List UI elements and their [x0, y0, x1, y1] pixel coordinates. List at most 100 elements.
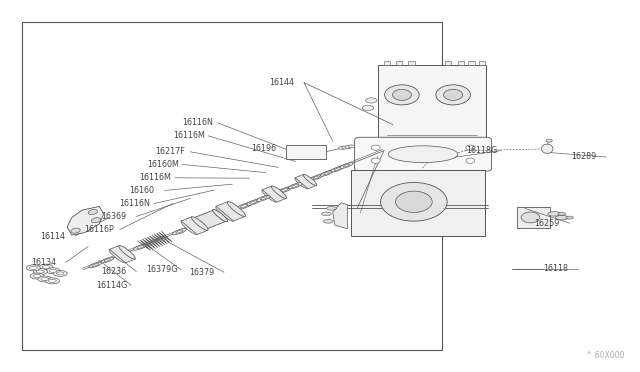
Ellipse shape	[33, 275, 41, 278]
FancyBboxPatch shape	[351, 170, 485, 236]
Text: 16116N: 16116N	[182, 118, 213, 127]
Ellipse shape	[29, 266, 37, 269]
Ellipse shape	[33, 269, 47, 275]
Ellipse shape	[331, 166, 344, 172]
Ellipse shape	[38, 276, 52, 282]
Bar	[458, 61, 464, 65]
Polygon shape	[109, 246, 135, 263]
Bar	[396, 61, 402, 65]
Text: 16379G: 16379G	[146, 265, 177, 274]
Ellipse shape	[212, 209, 228, 222]
Bar	[445, 61, 451, 65]
Ellipse shape	[30, 273, 44, 279]
Ellipse shape	[109, 249, 126, 263]
Ellipse shape	[262, 190, 277, 202]
Ellipse shape	[46, 268, 60, 274]
Ellipse shape	[26, 265, 40, 271]
Polygon shape	[216, 202, 245, 221]
Ellipse shape	[181, 221, 198, 235]
Ellipse shape	[548, 212, 561, 216]
Ellipse shape	[172, 228, 186, 235]
Text: 16236: 16236	[101, 267, 126, 276]
Bar	[286, 145, 326, 159]
Ellipse shape	[292, 184, 299, 187]
Ellipse shape	[260, 197, 268, 200]
Ellipse shape	[310, 174, 323, 180]
Polygon shape	[67, 206, 104, 235]
Ellipse shape	[104, 259, 111, 262]
Ellipse shape	[216, 206, 234, 221]
Ellipse shape	[92, 263, 99, 266]
Ellipse shape	[556, 215, 568, 220]
Ellipse shape	[281, 188, 288, 192]
Circle shape	[444, 89, 463, 100]
Ellipse shape	[41, 278, 49, 280]
Ellipse shape	[89, 262, 102, 268]
Ellipse shape	[334, 168, 340, 170]
Circle shape	[371, 145, 380, 150]
Circle shape	[466, 158, 475, 163]
Ellipse shape	[345, 145, 351, 148]
Ellipse shape	[237, 203, 252, 209]
Bar	[479, 61, 485, 65]
Circle shape	[466, 145, 475, 150]
Ellipse shape	[271, 186, 287, 198]
Polygon shape	[193, 210, 227, 230]
Text: 16379: 16379	[189, 268, 214, 277]
Text: 16116N: 16116N	[119, 199, 150, 208]
Circle shape	[396, 191, 432, 212]
Text: 16369: 16369	[101, 212, 126, 221]
Polygon shape	[333, 203, 348, 229]
Circle shape	[436, 85, 470, 105]
FancyBboxPatch shape	[378, 65, 486, 138]
Text: 16160M: 16160M	[147, 160, 179, 169]
Ellipse shape	[137, 246, 144, 248]
Ellipse shape	[49, 279, 56, 282]
Text: 16144: 16144	[269, 78, 294, 87]
FancyBboxPatch shape	[355, 137, 492, 171]
Text: 16116M: 16116M	[173, 131, 205, 140]
Ellipse shape	[118, 246, 136, 259]
Circle shape	[371, 158, 380, 163]
Ellipse shape	[558, 212, 566, 215]
Ellipse shape	[36, 270, 44, 273]
Ellipse shape	[541, 144, 553, 154]
Text: 16118G: 16118G	[466, 146, 497, 155]
Polygon shape	[262, 186, 286, 202]
Ellipse shape	[388, 146, 458, 163]
Ellipse shape	[566, 216, 573, 219]
Circle shape	[392, 89, 412, 100]
Polygon shape	[181, 217, 208, 234]
Ellipse shape	[257, 195, 271, 201]
FancyBboxPatch shape	[517, 207, 550, 228]
Text: ^ 60X000: ^ 60X000	[586, 351, 624, 360]
Ellipse shape	[92, 218, 100, 223]
Ellipse shape	[342, 146, 348, 149]
Ellipse shape	[323, 219, 333, 223]
Ellipse shape	[348, 145, 355, 148]
Ellipse shape	[250, 201, 257, 204]
Ellipse shape	[45, 278, 60, 284]
Text: 16118: 16118	[543, 264, 568, 273]
Ellipse shape	[326, 206, 337, 210]
Text: 16259: 16259	[534, 219, 560, 228]
Ellipse shape	[303, 174, 317, 186]
Ellipse shape	[56, 272, 64, 275]
Bar	[468, 61, 475, 65]
Ellipse shape	[191, 217, 208, 230]
Ellipse shape	[49, 269, 57, 272]
Ellipse shape	[343, 164, 349, 167]
Ellipse shape	[324, 172, 330, 175]
Circle shape	[521, 212, 540, 223]
Ellipse shape	[53, 270, 67, 276]
Ellipse shape	[321, 212, 332, 216]
Ellipse shape	[176, 230, 183, 233]
Ellipse shape	[42, 266, 50, 269]
Text: 16116M: 16116M	[140, 173, 172, 182]
Text: 16116P: 16116P	[84, 225, 114, 234]
Ellipse shape	[278, 187, 292, 193]
Ellipse shape	[241, 204, 248, 208]
Ellipse shape	[362, 105, 374, 110]
Text: 16134: 16134	[31, 258, 56, 267]
Ellipse shape	[100, 257, 114, 263]
